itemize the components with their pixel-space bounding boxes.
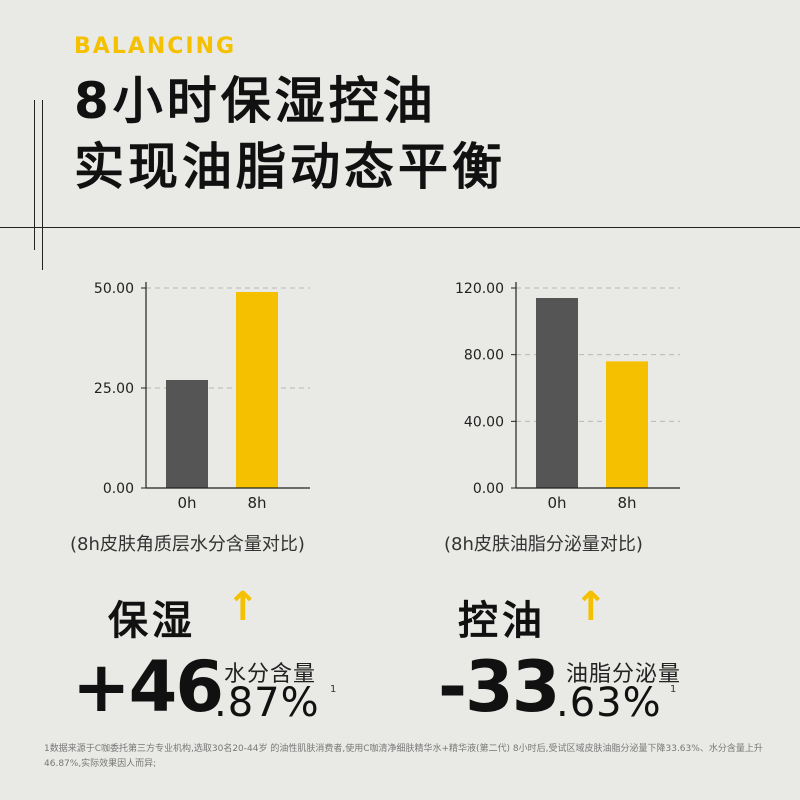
y-tick-label: 80.00 [464,348,504,364]
oil-stat-value: -33 [438,646,560,728]
moisture-footnote-ref: 1 [330,684,337,695]
oil-stat-title: 控油 [458,598,546,644]
bar-0h [536,298,578,488]
moisture-stat-unit: 水分含量 [224,662,317,687]
y-tick-label: 0.00 [103,481,134,497]
y-tick-label: 120.00 [455,281,504,297]
y-tick-label: 25.00 [94,381,134,397]
y-tick-label: 0.00 [473,481,504,497]
x-tick-label: 8h [247,494,266,512]
moisture-stat-title: 保湿 [108,598,196,644]
footnote: 1数据来源于C咖委托第三方专业机构,选取30名20-44岁 的油性肌肤消费者,使… [44,744,763,769]
up-arrow-icon: ↑ [574,584,608,630]
headline-line-1: 8小时保湿控油 [74,72,437,130]
decor-vertical-line [34,100,35,250]
x-tick-label: 0h [177,494,196,512]
moisture-stat-value: +46 [72,646,224,728]
oil-bar-chart: 0.00 40.00 80.00 120.00 0h 8h [455,281,680,512]
x-tick-label: 0h [547,494,566,512]
section-tag: BALANCING [74,34,237,59]
up-arrow-icon: ↑ [226,584,260,630]
y-tick-label: 50.00 [94,281,134,297]
decor-vertical-line [42,100,43,270]
divider-line [0,227,800,228]
oil-chart-caption: (8h皮肤油脂分泌量对比) [444,534,643,555]
oil-stat-unit: 油脂分泌量 [566,662,682,687]
moisture-bar-chart: 0.00 25.00 50.00 0h 8h [94,281,310,512]
x-tick-label: 8h [617,494,636,512]
bar-8h [606,361,648,488]
moisture-stat-decimal: .87% [214,680,320,726]
bar-8h [236,292,278,488]
y-tick-label: 40.00 [464,414,504,430]
moisture-chart-caption: (8h皮肤角质层水分含量对比) [70,534,305,555]
headline: 8小时保湿控油 实现油脂动态平衡 [74,68,506,200]
oil-stat-decimal: .63% [556,680,662,726]
headline-line-2: 实现油脂动态平衡 [74,138,506,196]
oil-footnote-ref: 1 [670,684,677,695]
bar-0h [166,380,208,488]
